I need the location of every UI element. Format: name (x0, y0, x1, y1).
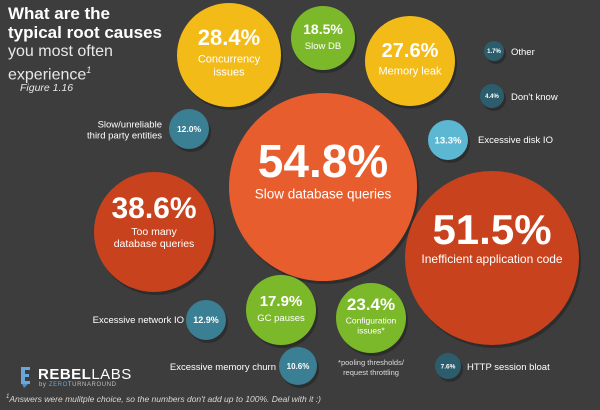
bubble-gc-pauses: 17.9% GC pauses (246, 275, 318, 348)
logo-name-labs: LABS (91, 366, 132, 383)
category-label-configuration-issues-line-1: Configuration (346, 316, 397, 326)
logo-by-zero: ZERO (48, 382, 68, 388)
bubble-don-t-know-circle (480, 84, 504, 108)
bubble-slow-db-circle (291, 6, 355, 70)
category-label-slow-db: Slow DB (305, 41, 341, 52)
value-label-memory-leak: 27.6% (382, 40, 439, 62)
bubble-excessive-memory-churn-circle (279, 347, 317, 385)
category-label-configuration-issues-line-2: issues* (357, 325, 385, 335)
bubble-configuration-issues-circle (336, 283, 406, 353)
logo-name: REBELLABS (38, 366, 132, 383)
category-label-slow-database-queries: Slow database queries (255, 187, 392, 202)
value-label-concurrency-issues: 28.4% (198, 25, 260, 50)
value-label-slow-unreliable-third-party-entities: 12.0% (177, 124, 202, 134)
bubble-http-session-bloat: 7.6% HTTP session bloat (435, 353, 550, 382)
footnote-text: Answers were mulitple choice, so the num… (9, 394, 321, 404)
bubble-don-t-know: 4.4% Don't know (480, 84, 558, 111)
chart-title: What are the typical root causes you mos… (8, 4, 208, 84)
category-label-concurrency-issues-line-2: issues (213, 66, 245, 78)
bubble-note-configuration-issues-line-2: request throttling (343, 368, 399, 377)
title-bold-line-2: typical root causes (8, 23, 163, 42)
logo-by-line: by ZEROTURNAROUND (39, 382, 117, 388)
bubble-excessive-network-io-circle (186, 300, 226, 340)
category-label-other: Other (511, 47, 535, 58)
value-label-configuration-issues: 23.4% (347, 295, 395, 314)
bubble-slow-db: 18.5% Slow DB (291, 6, 357, 73)
category-label-slow-unreliable-third-party-entities-line-1: Slow/unreliable (98, 119, 162, 130)
bubble-other-circle (484, 41, 504, 61)
logo-by-prefix: by (39, 382, 49, 388)
title-light-line-2: experience1 (8, 61, 208, 84)
value-label-slow-db: 18.5% (303, 21, 343, 37)
bubble-note-configuration-issues-line-1: *pooling thresholds/ (338, 358, 405, 367)
bubble-http-session-bloat-circle (435, 353, 461, 379)
bubble-slow-unreliable-third-party-entities-circle (169, 109, 209, 149)
category-label-excessive-network-io: Excessive network IO (93, 315, 184, 326)
value-label-http-session-bloat: 7.6% (441, 363, 456, 370)
value-label-other: 1.7% (487, 49, 501, 55)
category-label-gc-pauses: GC pauses (257, 313, 305, 324)
value-label-gc-pauses: 17.9% (260, 293, 303, 310)
bubble-memory-leak: 27.6% Memory leak (365, 16, 457, 109)
bubble-slow-database-queries: 54.8%Slow database queries (229, 93, 419, 284)
category-label-memory-leak: Memory leak (379, 66, 442, 78)
category-label-inefficient-application-code: Inefficient application code (421, 252, 563, 266)
category-label-excessive-disk-io: Excessive disk IO (478, 135, 553, 146)
bubble-excessive-memory-churn: 10.6% Excessive memory churn (170, 347, 319, 388)
title-footnote-mark: 1 (86, 65, 92, 75)
value-label-excessive-disk-io: 13.3% (435, 135, 462, 146)
bubble-other: 1.7% Other (484, 41, 535, 64)
bubble-too-many-database-queries-circle (94, 172, 214, 292)
title-light-line-2-text: experience (8, 66, 87, 84)
bubble-concurrency-issues-circle (177, 3, 281, 107)
rebel-labs-logo[interactable]: REBELLABS by ZEROTURNAROUND (18, 365, 158, 389)
value-label-too-many-database-queries: 38.6% (111, 192, 196, 225)
category-label-excessive-memory-churn: Excessive memory churn (170, 362, 276, 373)
category-label-don-t-know: Don't know (511, 92, 558, 103)
value-label-excessive-network-io: 12.9% (193, 315, 219, 325)
logo-by-rest: TURNAROUND (67, 382, 117, 388)
bubble-excessive-network-io: 12.9% Excessive network IO (93, 300, 228, 343)
bubble-inefficient-application-code: 51.5%Inefficient application code (405, 171, 581, 348)
title-light-line-1: you most often (8, 43, 113, 60)
bubble-slow-database-queries-circle (229, 93, 417, 281)
category-label-too-many-database-queries-line-2: database queries (114, 238, 195, 250)
bubble-memory-leak-circle (365, 16, 455, 106)
bubble-inefficient-application-code-circle (405, 171, 579, 345)
value-label-excessive-memory-churn: 10.6% (287, 362, 310, 371)
rebel-labs-logo-icon (21, 367, 30, 388)
title-bold-line-1: What are the (8, 4, 111, 23)
category-label-concurrency-issues-line-1: Concurrency (198, 54, 261, 66)
value-label-slow-database-queries: 54.8% (258, 135, 388, 187)
bubble-excessive-disk-io-circle (428, 120, 468, 160)
bubble-gc-pauses-circle (246, 275, 316, 345)
footnote: 1Answers were mulitple choice, so the nu… (6, 394, 321, 404)
figure-label: Figure 1.16 (20, 82, 74, 94)
value-label-inefficient-application-code: 51.5% (432, 206, 551, 253)
value-label-don-t-know: 4.4% (485, 94, 499, 100)
footnote-mark: 1 (6, 394, 10, 401)
logo-name-rebel: REBEL (38, 366, 92, 383)
category-label-http-session-bloat: HTTP session bloat (467, 362, 550, 373)
category-label-slow-unreliable-third-party-entities-line-2: third party entities (87, 131, 162, 142)
category-label-too-many-database-queries-line-1: Too many (131, 226, 177, 238)
bubble-excessive-disk-io: 13.3% Excessive disk IO (428, 120, 553, 163)
